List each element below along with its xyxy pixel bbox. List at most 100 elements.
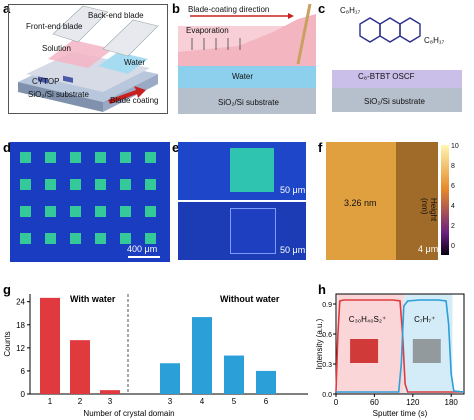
- bar-with-water: [40, 297, 60, 394]
- panel-a-frame: [8, 4, 168, 114]
- molecule-ring-2: [379, 17, 401, 43]
- colorbar-tick: 8: [451, 163, 455, 170]
- x-tick-label: 2: [78, 397, 83, 406]
- y-tick-label: 0.6: [322, 332, 332, 339]
- label-solution: Solution: [42, 44, 71, 53]
- bar-without-water: [160, 363, 180, 394]
- step-height-label: 3.26 nm: [344, 198, 377, 208]
- meniscus: [178, 14, 316, 74]
- crystal-square: [20, 179, 31, 190]
- blade-tip: [296, 4, 312, 65]
- label-blade-coating: Blade coating: [110, 96, 159, 105]
- legend-with-water: With water: [70, 294, 116, 304]
- series-line-1: [335, 299, 464, 393]
- scale-d: 400 μm: [127, 244, 158, 254]
- label-film: C₈-BTBT OSCF: [358, 72, 415, 81]
- series-line-2: [336, 299, 465, 393]
- panel-e-crystal: [230, 148, 274, 192]
- y-tick-label: 6: [21, 367, 26, 376]
- y-tick-label: 0.9: [322, 302, 332, 309]
- bar-without-water: [256, 370, 276, 394]
- crystal-square: [95, 152, 106, 163]
- scale-e-top: 50 μm: [280, 185, 306, 195]
- crystal-square: [120, 206, 131, 217]
- panel-h-label: h: [318, 282, 326, 297]
- colorbar-tick: 2: [451, 223, 455, 230]
- back-blade: [102, 19, 159, 57]
- scale-f: 4 μm: [418, 244, 439, 254]
- scale-e-bottom: 50 μm: [280, 245, 306, 255]
- x-tick-label: 3: [168, 397, 173, 406]
- bar-with-water: [100, 390, 120, 394]
- x-tick-label: 60: [370, 398, 379, 407]
- series-label-1: C₃₀H₄₀S₂⁺: [349, 315, 386, 324]
- panel-b-schematic: [178, 4, 316, 114]
- crystal-square: [120, 179, 131, 190]
- crystal-square: [70, 179, 81, 190]
- crystal-square: [120, 233, 131, 244]
- crystal-square: [45, 206, 56, 217]
- crystal-square: [145, 233, 156, 244]
- label-substrate-a: SiO₂/Si substrate: [28, 90, 89, 99]
- y-tick-label: 12: [16, 344, 25, 353]
- label-blade-direction: Blade-coating direction: [188, 5, 270, 14]
- y-axis-label: Counts: [3, 331, 12, 356]
- x-tick-label: 120: [406, 398, 420, 407]
- front-blade: [52, 5, 109, 43]
- label-r1: C₈H₁₇: [340, 6, 361, 15]
- y-tick-label: 0.0: [322, 392, 332, 399]
- crystal-square: [20, 206, 31, 217]
- colorbar-tick: 6: [451, 183, 455, 190]
- label-water-b: Water: [232, 72, 254, 81]
- crystal-square: [20, 233, 31, 244]
- series-label-2: C₇H₇⁺: [414, 315, 435, 324]
- panel-d-label: d: [3, 140, 11, 155]
- panel-f-terrace: [326, 142, 396, 260]
- y-tick-label: 0: [21, 390, 26, 399]
- x-tick-label: 3: [108, 397, 113, 406]
- label-r2: C₈H₁₇: [424, 36, 445, 45]
- water-area: [98, 52, 148, 74]
- legend-without-water: Without water: [220, 294, 280, 304]
- molecule-ring-3: [399, 17, 421, 43]
- crystal-square: [145, 179, 156, 190]
- crystal-square: [20, 152, 31, 163]
- x-tick-label: 4: [200, 397, 205, 406]
- label-substrate-c: SiO₂/Si substrate: [364, 97, 425, 106]
- x-axis-label: Sputter time (s): [373, 409, 428, 418]
- crystal-square: [120, 152, 131, 163]
- crystal-2: [63, 75, 73, 83]
- y-tick-label: 18: [16, 321, 25, 330]
- plot-frame: [335, 293, 465, 395]
- molecule-ring-1: [359, 17, 381, 43]
- crystal-square: [145, 206, 156, 217]
- x-tick-label: 0: [334, 398, 339, 407]
- bar-without-water: [224, 355, 244, 394]
- crystal-square: [45, 233, 56, 244]
- panel-a-schematic: [18, 5, 159, 112]
- crystal-square: [70, 206, 81, 217]
- crystal-1: [38, 76, 48, 84]
- panel-e-label: e: [172, 140, 180, 155]
- label-front-end-blade: Front-end blade: [26, 22, 83, 31]
- colorbar-tick: 0: [451, 243, 455, 250]
- panel-c-label: c: [318, 1, 326, 16]
- colorbar-label: Height (nm): [420, 198, 438, 222]
- crystal-square: [45, 152, 56, 163]
- cube-organic: [350, 339, 379, 363]
- label-substrate-b: SiO₂/Si substrate: [218, 98, 279, 107]
- bar-without-water: [192, 317, 212, 394]
- line-chart: 0 60 120 180 0.0 0.3 0.6 0.9 C₃₀H₄₀S₂⁺ C₇H₇⁺ Sputt…: [315, 293, 465, 418]
- direction-arrowhead: [288, 13, 294, 19]
- crystal-square: [95, 233, 106, 244]
- scale-bar-d: [128, 256, 160, 258]
- crystal-square: [70, 233, 81, 244]
- label-water-a: Water: [124, 58, 146, 67]
- label-evaporation: Evaporation: [186, 26, 229, 35]
- arrow-icon: [108, 86, 146, 104]
- crystal-square: [145, 152, 156, 163]
- crystal-square: [70, 152, 81, 163]
- osc-film: [332, 70, 462, 88]
- bar-with-water: [70, 340, 90, 394]
